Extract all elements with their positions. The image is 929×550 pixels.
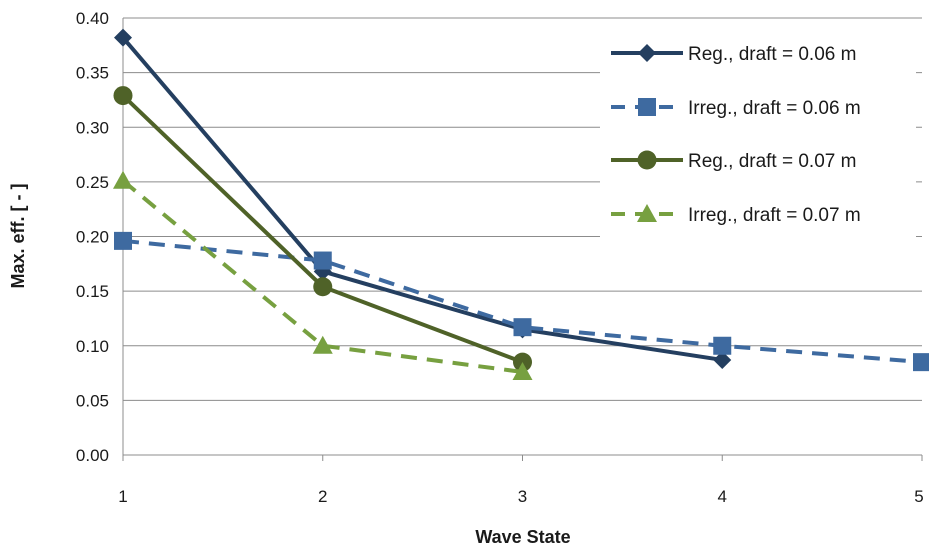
series-line <box>121 36 723 362</box>
legend-swatch-marker <box>637 204 657 222</box>
legend-item: Irreg., draft = 0.06 m <box>611 98 861 119</box>
series-line <box>121 179 523 374</box>
series-4 <box>113 170 533 380</box>
x-tick-label: 1 <box>118 487 127 506</box>
legend-item: Reg., draft = 0.06 m <box>611 44 856 65</box>
data-point-triangle <box>512 361 533 380</box>
y-axis-label: Max. eff. [ - ] <box>8 183 28 288</box>
gridlines <box>123 17 922 401</box>
data-point-square <box>913 353 929 372</box>
series-line <box>122 238 923 365</box>
data-point-square <box>713 336 732 355</box>
legend-label: Reg., draft = 0.07 m <box>688 151 856 172</box>
y-tick-labels: 0.00 0.05 0.10 0.15 0.20 0.25 0.30 0.35 0.40 <box>76 9 109 465</box>
y-tick-label: 0.00 <box>76 446 109 465</box>
legend: Reg., draft = 0.06 m Irreg., draft = 0.06… <box>600 28 916 240</box>
y-tick-label: 0.25 <box>76 173 109 192</box>
y-tick-label: 0.15 <box>76 282 109 301</box>
data-point-triangle <box>113 170 133 189</box>
x-tick-label: 2 <box>318 487 327 506</box>
y-tick-label: 0.05 <box>76 391 109 410</box>
legend-background <box>600 28 916 240</box>
data-point-square <box>313 251 332 270</box>
series-2 <box>114 231 929 372</box>
y-tick-label: 0.35 <box>76 64 109 83</box>
data-point-circle <box>313 277 333 297</box>
legend-label: Reg., draft = 0.06 m <box>688 44 856 65</box>
x-tick-label: 4 <box>718 487 727 506</box>
y-tick-label: 0.40 <box>76 9 109 28</box>
y-tick-label: 0.10 <box>76 337 109 356</box>
series-3 <box>113 86 532 372</box>
data-point-diamond <box>114 28 132 47</box>
data-point-circle <box>113 86 133 106</box>
data-point-square <box>513 318 532 337</box>
legend-item: Irreg., draft = 0.07 m <box>611 204 861 226</box>
x-tick-label: 3 <box>518 487 527 506</box>
x-axis-label: Wave State <box>475 527 570 547</box>
x-tick-labels: 1 2 3 4 5 <box>118 487 923 506</box>
series-line <box>121 94 524 365</box>
x-tick-label: 5 <box>914 487 923 506</box>
legend-swatch-marker <box>638 44 656 62</box>
y-tick-label: 0.20 <box>76 228 109 247</box>
legend-label: Irreg., draft = 0.06 m <box>688 98 861 119</box>
data-point-triangle <box>312 335 333 354</box>
data-point-square <box>114 231 132 250</box>
legend-swatch-marker <box>637 150 657 170</box>
legend-item: Reg., draft = 0.07 m <box>611 150 856 172</box>
data-point-diamond <box>713 350 732 369</box>
series-layer <box>113 28 929 380</box>
y-tick-label: 0.30 <box>76 118 109 137</box>
legend-swatch-marker <box>638 98 656 116</box>
legend-label: Irreg., draft = 0.07 m <box>688 205 861 226</box>
